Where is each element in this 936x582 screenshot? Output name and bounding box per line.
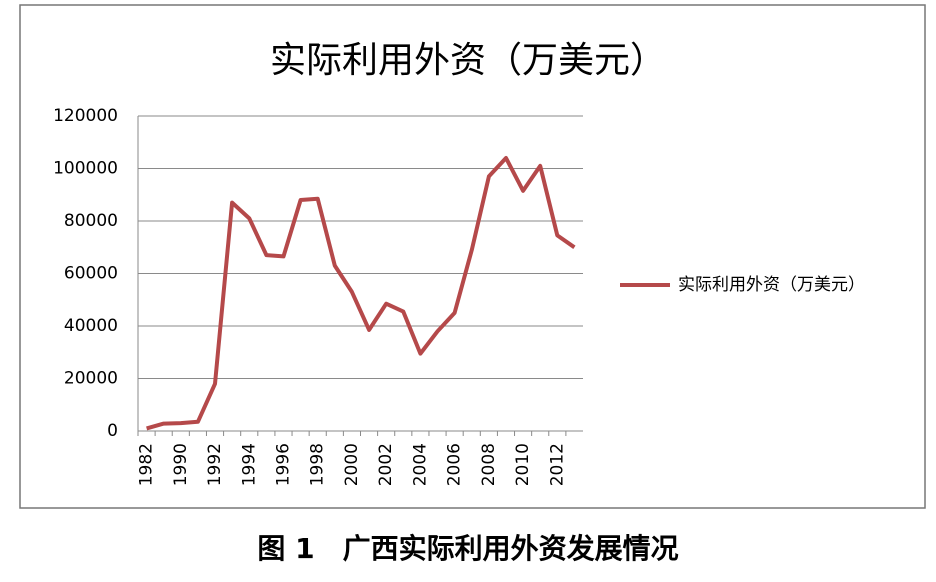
y-tick-label: 20000 <box>64 369 118 389</box>
x-tick-label: 1998 <box>308 443 328 486</box>
chart-title: 实际利用外资（万美元） <box>270 40 666 81</box>
x-tick-label: 2004 <box>410 443 430 486</box>
x-tick-label: 1996 <box>273 443 293 486</box>
x-tick-label: 2002 <box>376 443 396 486</box>
y-tick-label: 40000 <box>64 316 118 336</box>
figure-caption: 图 1 广西实际利用外资发展情况 <box>257 532 678 565</box>
y-tick-label: 100000 <box>53 159 118 179</box>
x-tick-label: 2006 <box>445 443 465 486</box>
y-tick-label: 80000 <box>64 211 118 231</box>
x-tick-label: 2008 <box>479 443 499 486</box>
x-tick-label: 1982 <box>137 443 157 486</box>
x-tick-label: 2012 <box>547 443 567 486</box>
legend-label: 实际利用外资（万美元） <box>678 275 865 295</box>
y-tick-label: 0 <box>107 421 118 441</box>
x-tick-label: 1994 <box>239 443 259 486</box>
y-tick-label: 120000 <box>53 106 118 126</box>
x-tick-label: 2000 <box>342 443 362 486</box>
y-tick-label: 60000 <box>64 264 118 284</box>
x-tick-label: 1990 <box>171 443 191 486</box>
data-line <box>146 156 576 431</box>
x-tick-label: 1992 <box>205 443 225 486</box>
x-tick-label: 2010 <box>513 443 533 486</box>
